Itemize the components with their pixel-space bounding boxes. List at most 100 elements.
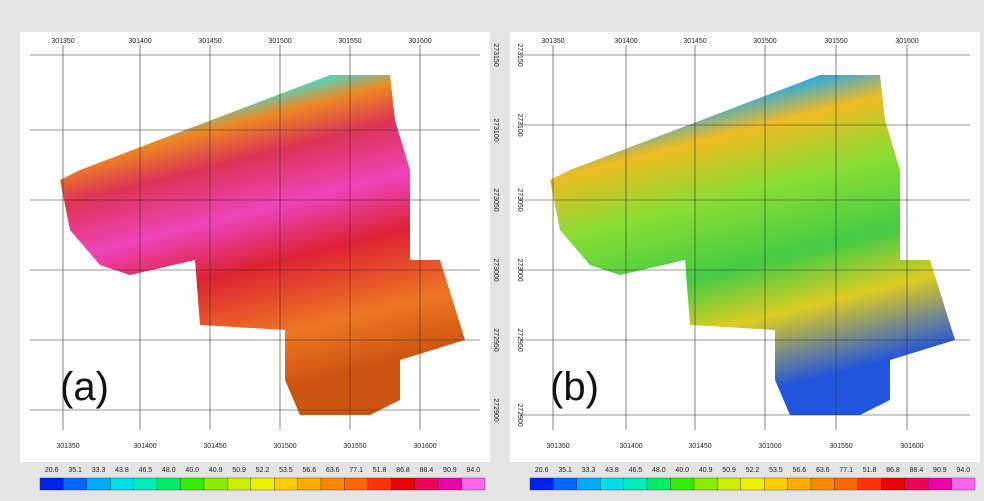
colorbar-label: 90.9	[933, 467, 947, 474]
colorbar-label: 77.1	[349, 467, 363, 474]
colorbar-cell	[320, 477, 345, 491]
colorbar-cell	[740, 477, 765, 491]
top-coordinate: 301350	[541, 38, 564, 45]
colorbar-cell	[951, 477, 976, 491]
colorbar-cell	[414, 477, 439, 491]
colorbar-label: 40.0	[185, 467, 199, 474]
bottom-coordinate: 301500	[758, 443, 781, 450]
top-coordinate: 301550	[824, 38, 847, 45]
side-coordinate: 273150	[516, 43, 523, 66]
side-coordinate: 273000	[492, 258, 499, 281]
colorbar-cell	[437, 477, 462, 491]
colorbar-cell	[529, 477, 554, 491]
colorbar-cell	[39, 477, 64, 491]
colorbar-cell	[787, 477, 812, 491]
bottom-coordinate: 301350	[56, 443, 79, 450]
colorbar-label: 52.2	[256, 467, 270, 474]
colorbar-label: 48.0	[652, 467, 666, 474]
bottom-coordinate: 301450	[203, 443, 226, 450]
colorbar-label: 20.6	[45, 467, 59, 474]
colorbar-label: 40.9	[209, 467, 223, 474]
colorbar-cell	[391, 477, 415, 491]
colorbar-cell	[927, 477, 952, 491]
colorbar-cell	[203, 477, 228, 491]
bottom-coordinate: 301400	[619, 443, 642, 450]
colorbar-label: 94.0	[956, 467, 970, 474]
side-coordinate: 273050	[516, 188, 523, 211]
bottom-coordinate: 301600	[900, 443, 923, 450]
colorbar-cell	[904, 477, 929, 491]
colorbar-cell	[227, 477, 251, 491]
colorbar-label: 56.6	[303, 467, 317, 474]
colorbar-label: 53.5	[769, 467, 783, 474]
colorbar-cell	[133, 477, 158, 491]
colorbar-label: 40.0	[675, 467, 689, 474]
colorbar-label: 46.5	[139, 467, 153, 474]
side-coordinate: 273150	[492, 43, 499, 66]
side-coordinate: 272900	[516, 403, 523, 426]
colorbar-label: 33.3	[92, 467, 106, 474]
colorbar-label: 88.4	[420, 467, 434, 474]
colorbar-cell	[274, 477, 298, 491]
panel-label: (a)	[60, 365, 109, 409]
side-coordinate: 273000	[516, 258, 523, 281]
top-coordinate: 301450	[683, 38, 706, 45]
colorbar-cell	[344, 477, 369, 491]
top-coordinate: 301550	[338, 38, 361, 45]
top-coordinate: 301450	[198, 38, 221, 45]
map-panel: 301350 301350 301400 301400 301450 301450 3015…	[20, 32, 499, 491]
colorbar-cell	[881, 477, 905, 491]
colorbar-cell	[553, 477, 578, 491]
colorbar-cell	[857, 477, 882, 491]
colorbar-cell	[717, 477, 741, 491]
top-coordinate: 301400	[128, 38, 151, 45]
colorbar-label: 20.6	[535, 467, 549, 474]
side-coordinate: 272950	[516, 328, 523, 351]
colorbar-cell	[693, 477, 718, 491]
colorbar-label: 43.8	[115, 467, 129, 474]
map-surface	[60, 75, 465, 415]
colorbar-label: 35.1	[68, 467, 82, 474]
colorbar-label: 52.2	[746, 467, 760, 474]
bottom-coordinate: 301500	[273, 443, 296, 450]
colorbar-label: 50.9	[232, 467, 246, 474]
bottom-coordinate: 301550	[343, 443, 366, 450]
map-surface	[550, 75, 955, 415]
map-panel: 301350 301350 301400 301400 301450 301450 3015…	[510, 32, 980, 491]
top-coordinate: 301500	[753, 38, 776, 45]
panel-label: (b)	[550, 365, 599, 409]
colorbar-label: 33.3	[582, 467, 596, 474]
colorbar-cell	[576, 477, 601, 491]
colorbar-label: 40.9	[699, 467, 713, 474]
colorbar-label: 51.8	[863, 467, 877, 474]
colorbar-label: 43.8	[605, 467, 619, 474]
side-coordinate: 273100	[492, 118, 499, 141]
bottom-coordinate: 301450	[688, 443, 711, 450]
colorbar-label: 90.9	[443, 467, 457, 474]
side-coordinate: 273050	[492, 188, 499, 211]
colorbar-cell	[834, 477, 859, 491]
top-coordinate: 301500	[268, 38, 291, 45]
colorbar-cell	[600, 477, 624, 491]
colorbar-label: 50.9	[722, 467, 736, 474]
colorbar-label: 86.8	[886, 467, 900, 474]
colorbar-cell	[86, 477, 111, 491]
colorbar-label: 63.6	[816, 467, 830, 474]
colorbar-cell	[646, 477, 671, 491]
colorbar-cell	[250, 477, 275, 491]
colorbar-cell	[810, 477, 835, 491]
bottom-coordinate: 301600	[413, 443, 436, 450]
colorbar-label: 51.8	[373, 467, 387, 474]
colorbar-cell	[461, 477, 486, 491]
top-coordinate: 301400	[614, 38, 637, 45]
colorbar-label: 48.0	[162, 467, 176, 474]
colorbar-cell	[180, 477, 205, 491]
colorbar-label: 86.8	[396, 467, 410, 474]
colorbar-cell	[156, 477, 181, 491]
colorbar-cell	[670, 477, 695, 491]
colorbar-label: 46.5	[629, 467, 643, 474]
bottom-coordinate: 301350	[546, 443, 569, 450]
top-coordinate: 301350	[51, 38, 74, 45]
colorbar-label: 77.1	[839, 467, 853, 474]
